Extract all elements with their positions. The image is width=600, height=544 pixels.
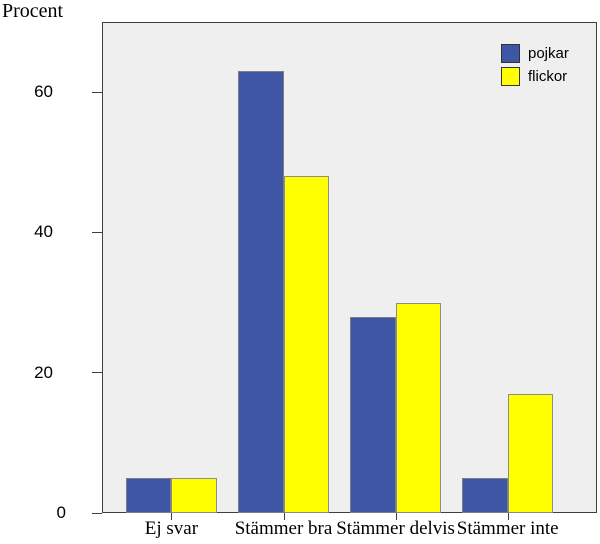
bar-pojkar-3	[462, 477, 508, 513]
y-tick-label: 60	[34, 82, 53, 102]
bar-flickor-1	[283, 176, 329, 513]
y-tick-mark	[92, 231, 102, 233]
x-category-label: Stämmer inte	[456, 518, 559, 539]
bar-pojkar-0	[125, 477, 172, 513]
x-category-label: Ej svar	[144, 518, 199, 539]
y-tick-label: 40	[34, 222, 53, 242]
legend-swatch-pojkar	[501, 44, 520, 63]
bar-flickor-0	[171, 477, 217, 513]
y-axis-title: Procent	[2, 0, 64, 22]
bar-flickor-2	[395, 302, 442, 513]
x-category-label: Stämmer delvis	[336, 518, 455, 539]
bar-pojkar-1	[238, 71, 284, 513]
y-tick-label: 0	[56, 503, 66, 522]
x-tick-mark	[283, 513, 285, 520]
legend-item-pojkar: pojkar	[501, 44, 569, 63]
bar-flickor-3	[507, 393, 554, 513]
legend-swatch-flickor	[501, 67, 520, 86]
x-category-label: Stämmer bra	[234, 518, 333, 539]
y-tick-mark	[92, 372, 102, 374]
y-tick-mark	[92, 91, 102, 93]
x-tick-mark	[395, 513, 397, 520]
legend-label-flickor: flickor	[528, 68, 568, 85]
bar-pojkar-2	[350, 316, 396, 513]
y-tick-label: 20	[34, 362, 53, 382]
legend-item-flickor: flickor	[501, 67, 567, 86]
x-tick-mark	[171, 513, 173, 520]
legend-label-pojkar: pojkar	[528, 45, 569, 62]
y-tick-mark	[92, 512, 102, 514]
x-tick-mark	[507, 513, 509, 520]
